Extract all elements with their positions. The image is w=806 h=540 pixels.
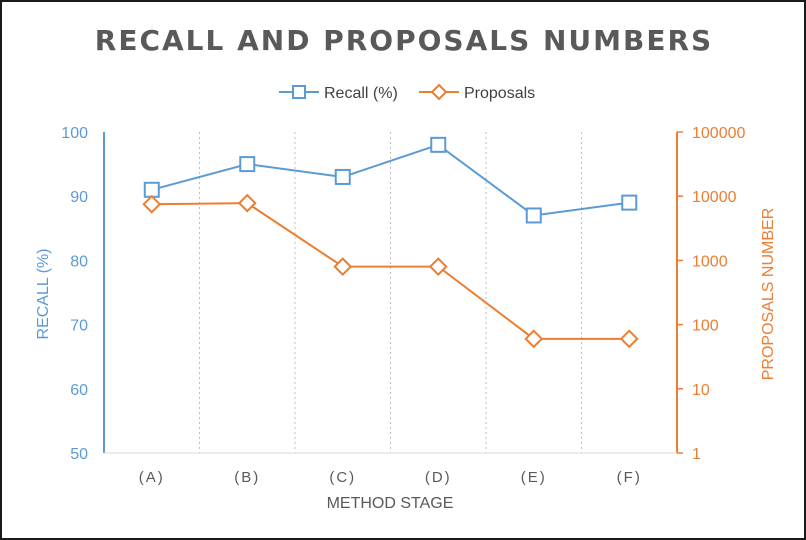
right-tick-label: 100 (692, 318, 719, 335)
x-tick-label: (B) (234, 469, 260, 486)
chart-title: RECALL AND PROPOSALS NUMBERS (95, 24, 713, 57)
recall-point (525, 207, 542, 224)
axes (103, 132, 678, 454)
legend-recall-marker (292, 85, 306, 99)
x-axis-title: METHOD STAGE (327, 495, 454, 512)
recall-point (621, 194, 638, 211)
proposals-series-line (151, 202, 630, 340)
left-axis-title: RECALL (%) (35, 249, 52, 340)
x-tick-label: (A) (139, 469, 165, 486)
left-tick-label: 80 (70, 253, 88, 270)
right-tick-label: 10 (692, 382, 710, 399)
legend: Recall (%) Proposals (279, 83, 535, 102)
right-tick-label: 10000 (692, 189, 737, 206)
legend-recall-label: Recall (%) (324, 85, 398, 102)
recall-point (143, 181, 160, 198)
left-tick-label: 90 (70, 189, 88, 206)
proposals-point (333, 257, 353, 277)
right-axis-title: PROPOSALS NUMBER (760, 208, 777, 380)
recall-point (239, 156, 256, 173)
grid-lines (199, 132, 582, 453)
recall-series-line (151, 143, 630, 217)
legend-proposals-label: Proposals (464, 85, 535, 102)
right-tick-label: 100000 (692, 125, 745, 142)
x-tick-label: (F) (617, 469, 642, 486)
x-tick-label: (C) (329, 469, 356, 486)
left-tick-label: 100 (61, 125, 88, 142)
right-tick-label: 1000 (692, 253, 728, 270)
left-tick-label: 50 (70, 446, 88, 463)
right-tick-label: 1 (692, 446, 701, 463)
series-group (142, 136, 639, 349)
recall-point (334, 168, 351, 185)
proposals-point (237, 193, 257, 213)
recall-point (430, 136, 447, 153)
left-tick-label: 60 (70, 382, 88, 399)
x-tick-label: (D) (425, 469, 452, 486)
proposals-point (524, 329, 544, 349)
legend-proposals-marker (430, 83, 448, 101)
proposals-point (619, 329, 639, 349)
left-tick-label: 70 (70, 318, 88, 335)
proposals-point (428, 257, 448, 277)
x-tick-label: (E) (521, 469, 547, 486)
proposals-point (142, 194, 162, 214)
